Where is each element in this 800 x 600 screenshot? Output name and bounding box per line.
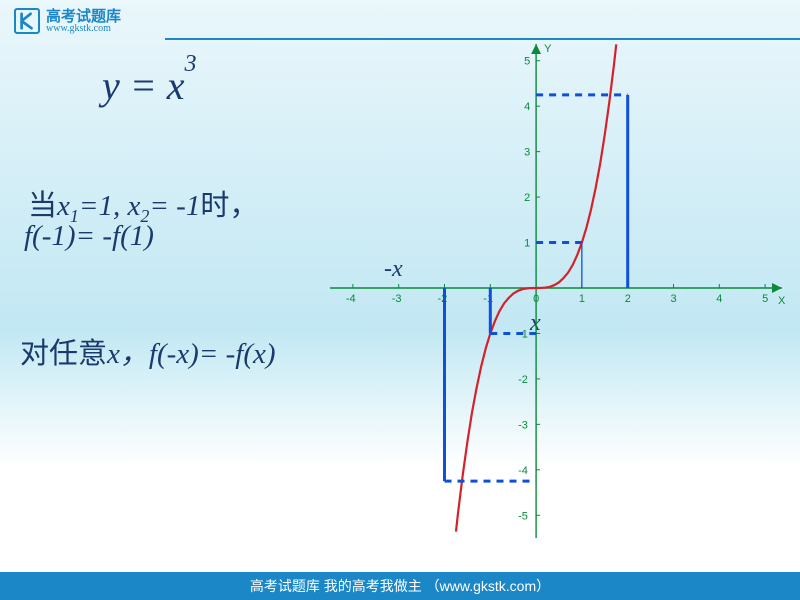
equation: y = x3 — [102, 62, 197, 109]
text-line-3: f(-1)= -f(1) — [24, 220, 154, 253]
cubic-chart: XY-4-3-2-1012345-5-4-3-2-112345 — [330, 38, 788, 538]
svg-text:1: 1 — [579, 293, 585, 305]
svg-text:-4: -4 — [346, 293, 356, 305]
svg-text:2: 2 — [625, 293, 631, 305]
header-title: 高考试题库 — [46, 9, 121, 24]
svg-text:4: 4 — [716, 293, 722, 305]
text-line-4: 对任意x，f(-x)= -f(x) — [20, 330, 276, 372]
svg-text:5: 5 — [762, 293, 768, 305]
svg-text:-5: -5 — [518, 510, 528, 522]
svg-text:3: 3 — [671, 293, 677, 305]
svg-text:3: 3 — [524, 147, 530, 159]
logo-icon — [14, 8, 40, 34]
svg-text:2: 2 — [524, 192, 530, 204]
header-url: www.gkstk.com — [46, 24, 121, 34]
footer-text: 高考试题库 我的高考我做主 （www.gkstk.com） — [250, 576, 550, 596]
svg-text:5: 5 — [524, 56, 530, 68]
svg-text:X: X — [778, 295, 786, 307]
header: 高考试题库 www.gkstk.com — [14, 8, 121, 34]
svg-text:-4: -4 — [518, 465, 528, 477]
svg-text:-2: -2 — [518, 374, 528, 386]
svg-text:1: 1 — [524, 238, 530, 250]
footer: 高考试题库 我的高考我做主 （www.gkstk.com） — [0, 572, 800, 600]
svg-text:-3: -3 — [518, 419, 528, 431]
svg-text:4: 4 — [524, 101, 530, 113]
svg-text:Y: Y — [544, 43, 552, 55]
svg-text:-3: -3 — [392, 293, 402, 305]
svg-text:0: 0 — [533, 293, 539, 305]
